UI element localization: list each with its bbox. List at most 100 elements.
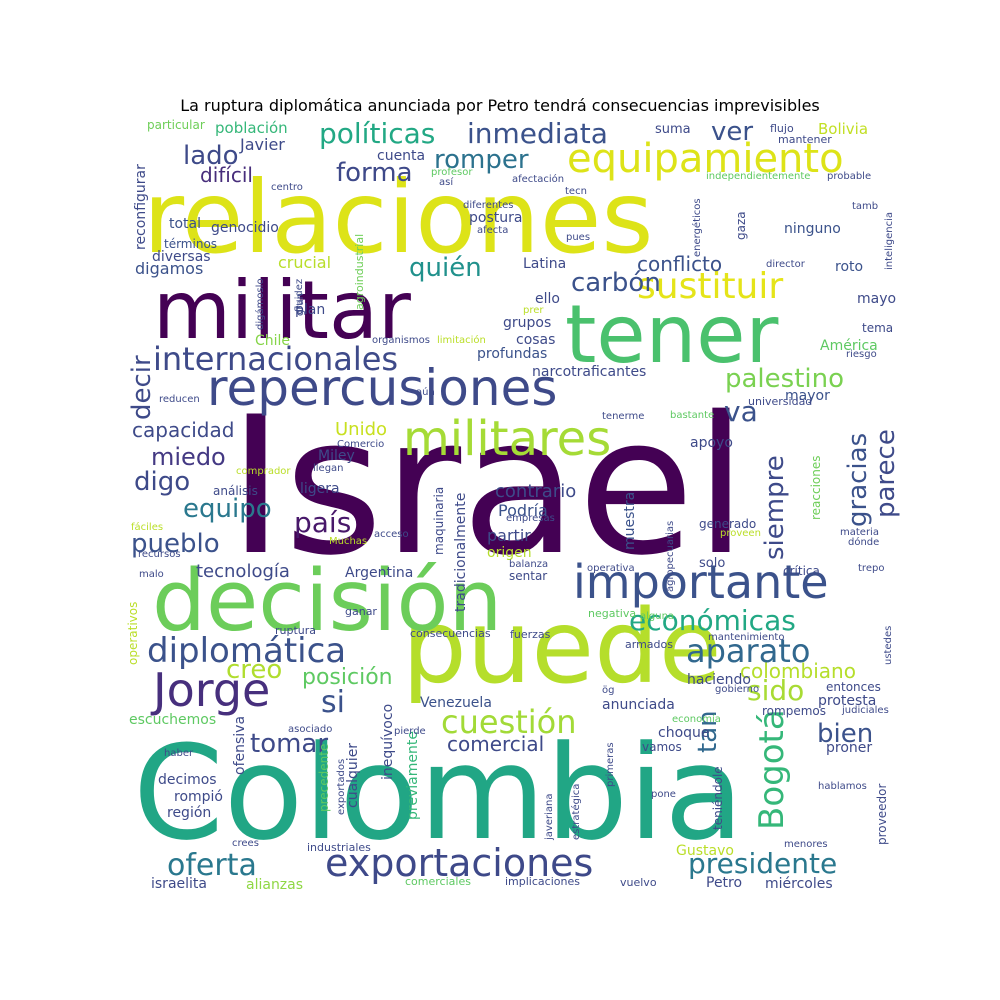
word-energeticos: energéticos [691, 198, 703, 257]
word-vuelvo: vuelvo [620, 876, 657, 889]
word-proveen: proveen [720, 528, 761, 539]
word-og: ög [602, 685, 614, 696]
word-previamente: previamente [405, 731, 421, 820]
word-inequivoco: inequívoco [380, 704, 396, 780]
word-digamos: digamos [135, 259, 203, 278]
word-quien: quién [409, 253, 482, 283]
word-rompemos: rompemos [762, 704, 826, 718]
word-tenerme: tenerme [602, 411, 644, 422]
word-gobierno: gobierno [715, 684, 759, 695]
word-narcotraficantes: narcotraficantes [532, 364, 646, 380]
word-creo: creo [226, 655, 282, 685]
word-unido: Unido [335, 419, 387, 440]
word-vamos: vamos [642, 740, 682, 754]
word-diferentes: diferentes [463, 200, 513, 211]
word-exportados: exportados [336, 759, 347, 815]
word-pues: pues [566, 232, 590, 243]
word-importante: importante [573, 555, 829, 609]
word-pais: país [294, 506, 351, 539]
word-crees: crees [232, 838, 259, 849]
word-genocidio: genocidio [211, 220, 279, 236]
word-independientemente: independientemente [706, 171, 810, 182]
word-haciendo: haciendo [687, 672, 751, 688]
word-cuenta: cuenta [377, 148, 425, 164]
word-estrategica: estratégica [570, 784, 582, 840]
word-recursos: recursos [138, 549, 181, 560]
word-teniendole: teniéndole [711, 766, 725, 830]
word-ruptura: ruptura [275, 624, 316, 637]
word-limitacion: limitación [437, 334, 486, 346]
word-terminos: términos [164, 237, 217, 251]
cloud-title: La ruptura diplomática anunciada por Pet… [180, 96, 820, 115]
word-asi: así [439, 176, 454, 188]
word-decir: decir [127, 355, 157, 420]
word-poblacion: población [215, 119, 288, 137]
word-alianzas: alianzas [246, 877, 303, 893]
word-va: va [724, 395, 758, 428]
word-inteligencia: inteligencia [884, 212, 895, 270]
word-reacciones: reacciones [809, 455, 823, 520]
word-centro: centro [271, 182, 303, 193]
word-reducen: reducen [159, 394, 200, 405]
word-ello: ello [535, 291, 560, 307]
word-colombia: Colombia [133, 717, 744, 869]
word-comercial: comercial [447, 732, 544, 756]
word-origen: origen [487, 545, 532, 561]
word-dificil: difícil [200, 163, 253, 187]
word-bastante: bastante [670, 410, 714, 421]
word-gaza: gaza [734, 211, 748, 240]
word-proveedor: proveedor [875, 784, 889, 845]
word-faciles: fáciles [131, 521, 163, 533]
word-militar: militar [153, 264, 411, 357]
word-sido: sido [747, 674, 804, 707]
word-israel: Israel [228, 376, 747, 597]
word-rompio: rompió [174, 789, 223, 805]
word-decimos: decimos [158, 772, 217, 788]
word-chile: Chile [255, 333, 290, 349]
word-apoyo: apoyo [690, 435, 733, 451]
word-muestra: muestra [622, 492, 638, 550]
word-exportaciones: exportaciones [325, 841, 593, 885]
word-tomar: tomar [250, 729, 328, 759]
word-ver: ver [711, 117, 753, 147]
word-gran: gran [295, 293, 306, 316]
word-latina: Latina [523, 256, 566, 272]
word-region: región [167, 805, 211, 821]
word-agropecuarias: agropecuarias [665, 521, 676, 592]
word-miercoles: miércoles [765, 876, 833, 892]
word-israelita: israelita [151, 876, 207, 892]
word-conflicto: conflicto [637, 252, 722, 276]
word-tecn: tecn [565, 186, 587, 197]
word-bolivia: Bolivia [818, 120, 868, 138]
word-jorge: Jorge [150, 663, 270, 717]
word-pueblo: pueblo [131, 529, 220, 559]
word-implicaciones: implicaciones [505, 875, 580, 888]
word-fluidez: fluidez [294, 279, 305, 312]
word-probable: probable [827, 171, 871, 182]
word-malo: malo [139, 569, 164, 580]
word-ganar: ganar [345, 605, 377, 618]
word-fuerzas: fuerzas [510, 628, 551, 641]
word-total: total [169, 216, 201, 232]
word-consecuencias: consecuencias [410, 627, 491, 640]
word-presidente: presidente [688, 847, 837, 880]
word-escuchemos: escuchemos [129, 712, 216, 728]
word-comercio: Comercio [337, 439, 384, 450]
word-profesor: profesor [431, 167, 473, 178]
word-miedo: miedo [151, 443, 226, 471]
word-cualquier: cualquier [345, 743, 361, 808]
word-organismos: organismos [372, 335, 430, 346]
word-director: director [766, 259, 806, 270]
word-podria: Podría [498, 501, 548, 520]
word-donde: dónde [848, 536, 879, 548]
word-ninguno: ninguno [784, 221, 841, 237]
word-javeriana: javeriana [544, 794, 555, 841]
word-afectacion: afectación [512, 173, 564, 185]
word-trepo: trepo [858, 563, 884, 574]
word-afecta: afecta [477, 225, 508, 236]
word-gustavo: Gustavo [676, 843, 734, 859]
word-hablamos: hablamos [818, 781, 867, 792]
word-capacidad: capacidad [132, 418, 234, 442]
word-empresas: empresas [506, 513, 555, 524]
